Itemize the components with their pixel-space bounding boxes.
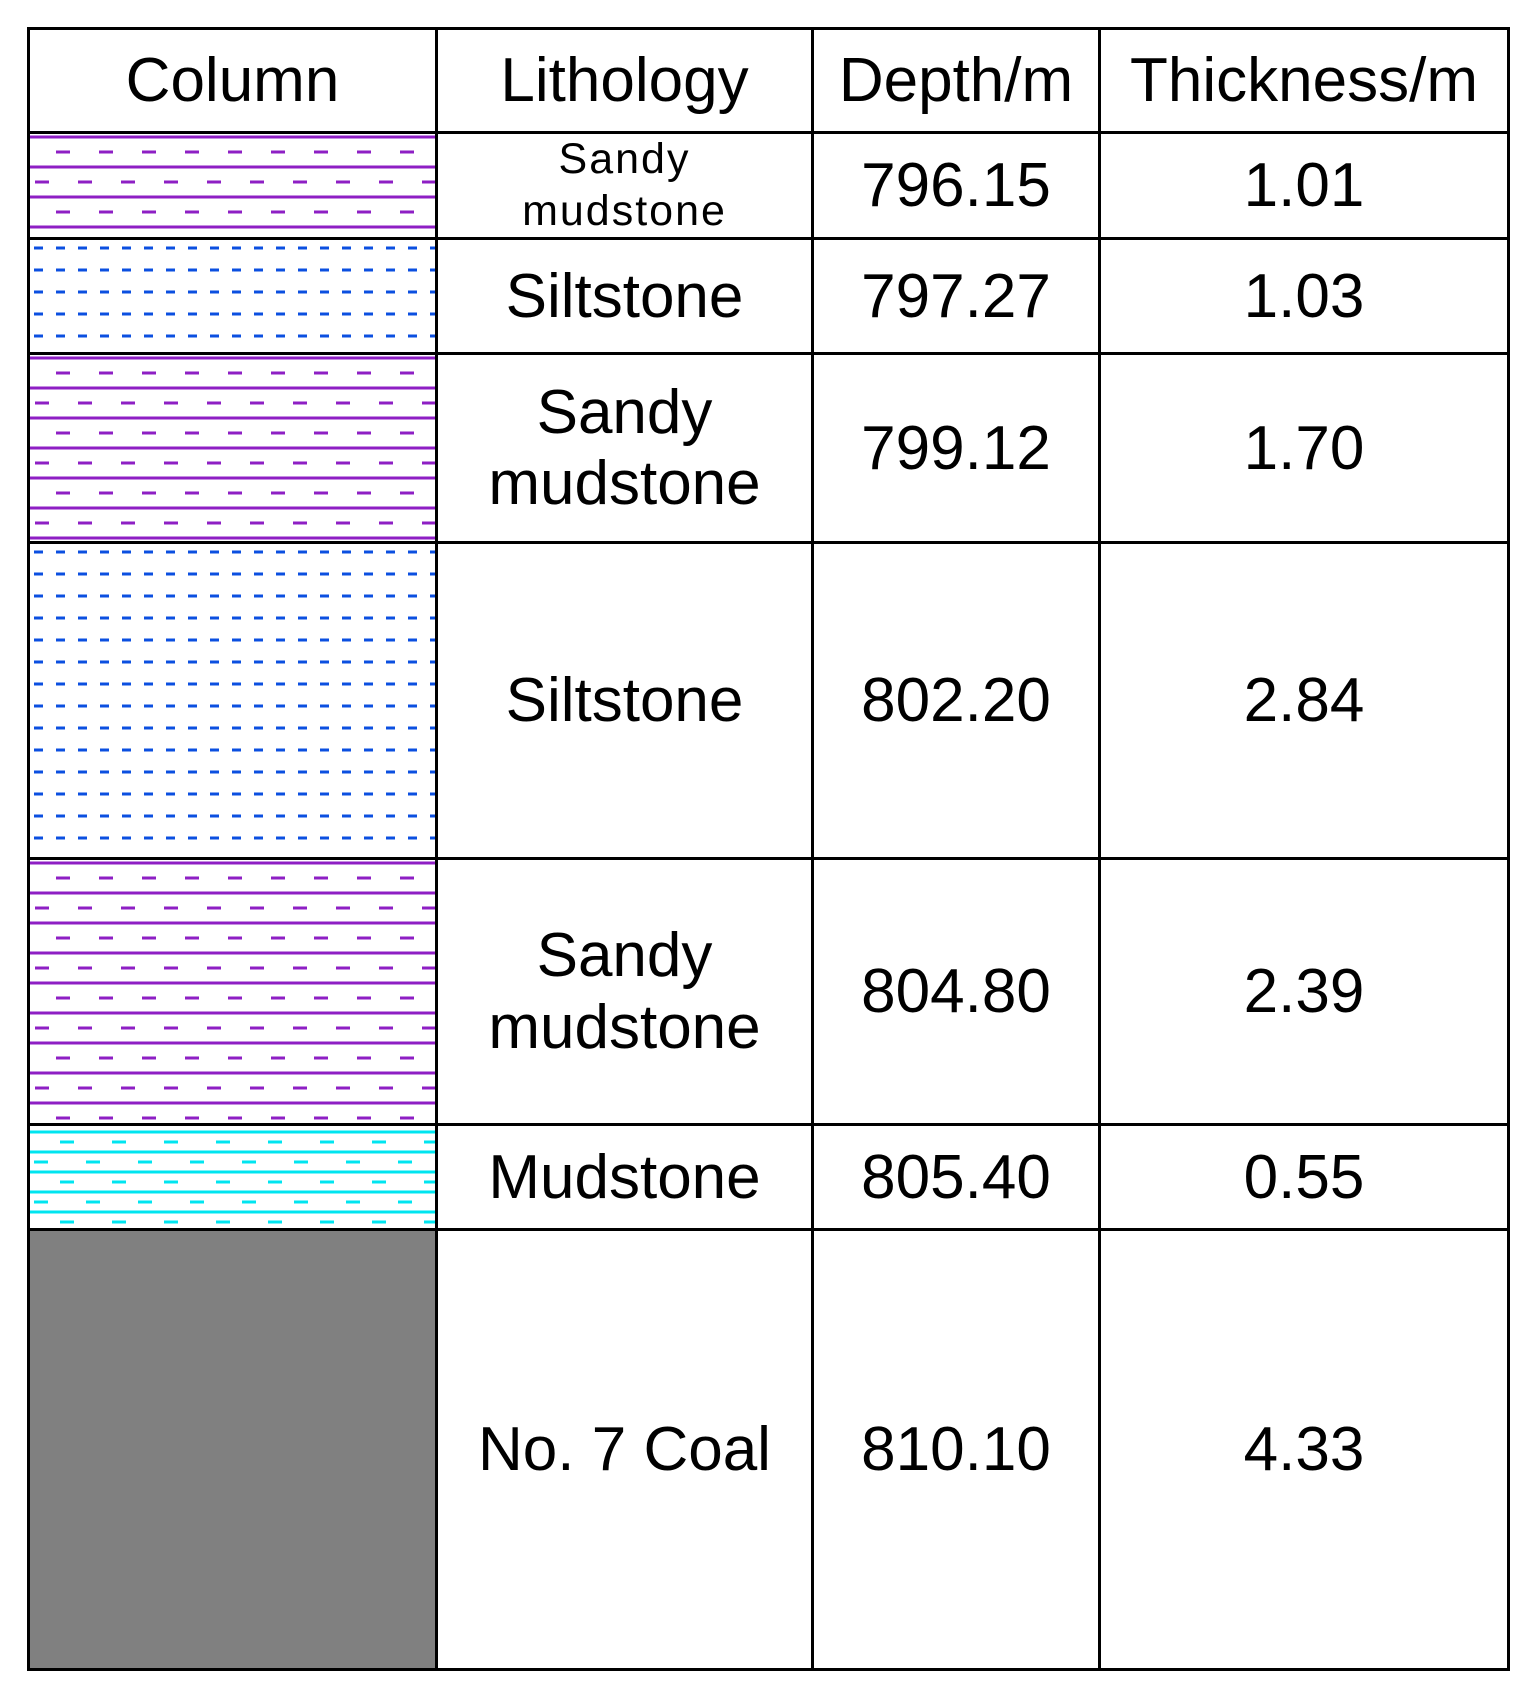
thickness-cell: 2.39	[1098, 857, 1510, 1127]
table-row: Sandy mudstone 796.15 1.01	[27, 130, 1510, 241]
column-cell	[27, 130, 438, 241]
lithology-text: Siltstone	[505, 261, 744, 331]
column-pattern	[30, 544, 435, 858]
column-cell	[27, 857, 438, 1127]
lithology-cell: No. 7 Coal	[435, 1228, 814, 1672]
thickness-cell: 1.70	[1098, 352, 1510, 545]
lithology-cell: Siltstone	[435, 237, 814, 356]
lithology-cell: Sandy mudstone	[435, 130, 814, 241]
depth-cell: 804.80	[811, 857, 1101, 1127]
depth-cell: 797.27	[811, 237, 1101, 356]
table-row: Sandy mudstone 804.80 2.39	[27, 857, 1510, 1127]
pattern-fill	[30, 240, 435, 353]
header-cell: Lithology	[435, 27, 814, 134]
table-row: Mudstone 805.40 0.55	[27, 1123, 1510, 1232]
lithology-cell: Mudstone	[435, 1123, 814, 1232]
lithology-text: Sandy mudstone	[522, 135, 727, 235]
depth-cell: 805.40	[811, 1123, 1101, 1232]
table-row: Siltstone 802.20 2.84	[27, 541, 1510, 861]
thickness-cell: 1.01	[1098, 130, 1510, 241]
thickness-cell: 0.55	[1098, 1123, 1510, 1232]
column-cell	[27, 237, 438, 356]
lithology-table: Column Lithology Depth/m Thickness/m San…	[27, 27, 1510, 1672]
lithology-cell: Siltstone	[435, 541, 814, 861]
lithology-cell: Sandy mudstone	[435, 352, 814, 545]
column-pattern	[30, 240, 435, 353]
column-pattern	[30, 355, 435, 542]
column-pattern	[30, 134, 435, 238]
column-pattern	[30, 1126, 435, 1229]
table-body: Sandy mudstone 796.15 1.01 Siltstone 797.27 1…	[27, 130, 1510, 1672]
table-row: No. 7 Coal 810.10 4.33	[27, 1228, 1510, 1672]
header-row: Column Lithology Depth/m Thickness/m	[27, 27, 1510, 134]
lithology-text: Sandy mudstone	[488, 921, 761, 1062]
table-row: Siltstone 797.27 1.03	[27, 237, 1510, 356]
column-cell	[27, 1228, 438, 1672]
column-cell	[27, 352, 438, 545]
header-cell: Thickness/m	[1098, 27, 1510, 134]
thickness-cell: 4.33	[1098, 1228, 1510, 1672]
lithology-text: Siltstone	[505, 666, 744, 736]
depth-cell: 802.20	[811, 541, 1101, 861]
pattern-fill	[30, 134, 435, 238]
table-row: Sandy mudstone 799.12 1.70	[27, 352, 1510, 545]
pattern-fill	[30, 860, 435, 1124]
depth-cell: 799.12	[811, 352, 1101, 545]
header-cell: Column	[27, 27, 438, 134]
pattern-fill	[30, 1126, 435, 1229]
lithology-text: Sandy mudstone	[488, 377, 761, 519]
lithology-cell: Sandy mudstone	[435, 857, 814, 1127]
column-pattern	[30, 1231, 435, 1669]
header-cell: Depth/m	[811, 27, 1101, 134]
column-cell	[27, 541, 438, 861]
pattern-fill	[30, 1231, 435, 1669]
thickness-cell: 1.03	[1098, 237, 1510, 356]
column-cell	[27, 1123, 438, 1232]
thickness-cell: 2.84	[1098, 541, 1510, 861]
column-pattern	[30, 860, 435, 1124]
lithology-text: No. 7 Coal	[478, 1415, 771, 1485]
pattern-fill	[30, 544, 435, 858]
depth-cell: 810.10	[811, 1228, 1101, 1672]
depth-cell: 796.15	[811, 130, 1101, 241]
pattern-fill	[30, 355, 435, 542]
lithology-text: Mudstone	[488, 1142, 761, 1212]
